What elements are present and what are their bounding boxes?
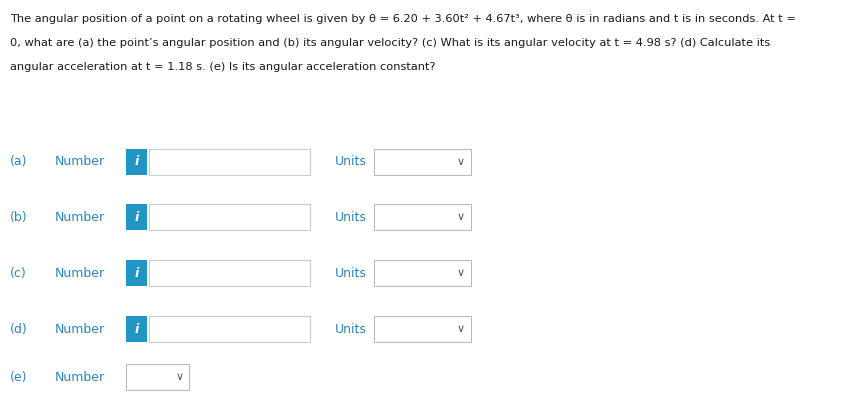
Text: (a): (a) [10, 155, 28, 168]
FancyBboxPatch shape [126, 316, 147, 342]
Text: Units: Units [335, 267, 368, 280]
FancyBboxPatch shape [374, 205, 471, 231]
FancyBboxPatch shape [126, 261, 147, 286]
Text: Number: Number [55, 371, 105, 383]
Text: Units: Units [335, 323, 368, 336]
Text: Number: Number [55, 155, 105, 168]
Text: (c): (c) [10, 267, 27, 280]
FancyBboxPatch shape [126, 149, 147, 175]
Text: ∨: ∨ [457, 156, 465, 167]
Text: i: i [134, 211, 138, 224]
Text: i: i [134, 155, 138, 168]
Text: angular acceleration at t = 1.18 s. (e) Is its angular acceleration constant?: angular acceleration at t = 1.18 s. (e) … [10, 62, 436, 72]
FancyBboxPatch shape [149, 261, 310, 286]
Text: ∨: ∨ [457, 324, 465, 334]
Text: Number: Number [55, 267, 105, 280]
Text: (d): (d) [10, 323, 28, 336]
FancyBboxPatch shape [374, 261, 471, 286]
Text: ∨: ∨ [175, 372, 183, 382]
FancyBboxPatch shape [126, 364, 189, 390]
Text: (e): (e) [10, 371, 28, 383]
FancyBboxPatch shape [374, 149, 471, 175]
Text: Units: Units [335, 155, 368, 168]
Text: (b): (b) [10, 211, 28, 224]
Text: Units: Units [335, 211, 368, 224]
FancyBboxPatch shape [126, 205, 147, 231]
Text: Number: Number [55, 323, 105, 336]
Text: i: i [134, 323, 138, 336]
Text: ∨: ∨ [457, 268, 465, 279]
FancyBboxPatch shape [149, 205, 310, 231]
Text: 0, what are (a) the point’s angular position and (b) its angular velocity? (c) W: 0, what are (a) the point’s angular posi… [10, 38, 770, 48]
Text: ∨: ∨ [457, 212, 465, 223]
FancyBboxPatch shape [149, 149, 310, 175]
FancyBboxPatch shape [149, 316, 310, 342]
FancyBboxPatch shape [374, 316, 471, 342]
Text: Number: Number [55, 211, 105, 224]
Text: The angular position of a point on a rotating wheel is given by θ = 6.20 + 3.60t: The angular position of a point on a rot… [10, 14, 796, 24]
Text: i: i [134, 267, 138, 280]
